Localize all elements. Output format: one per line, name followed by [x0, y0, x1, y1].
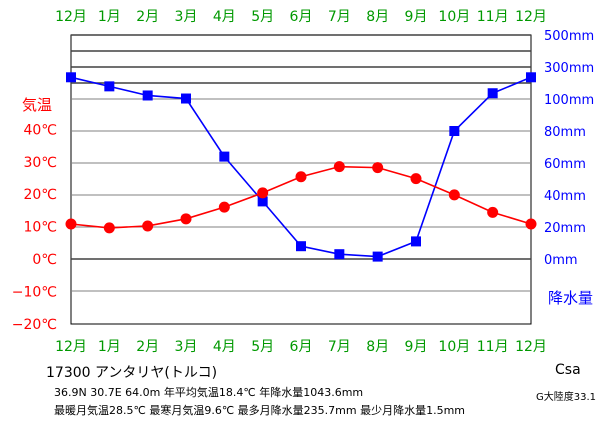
month-label-top: 12月 [515, 9, 547, 25]
continentality-index: G大陸度33.1 [536, 392, 597, 403]
month-label-bottom: 5月 [251, 339, 274, 355]
station-summary-line2: 最暖月気温28.5℃ 最寒月気温9.6℃ 最多月降水量235.7mm 最少月降水… [54, 404, 466, 417]
precipitation-tick: 20mm [544, 221, 586, 236]
month-label-bottom: 12月 [515, 339, 547, 355]
precipitation-point [66, 72, 76, 83]
station-name: 17300 アンタリヤ(トルコ) [46, 365, 218, 381]
temperature-point [448, 189, 460, 201]
month-label-bottom: 12月 [55, 339, 87, 355]
precipitation-point [526, 72, 536, 83]
precipitation-tick: 0mm [544, 253, 578, 268]
month-label-top: 9月 [405, 9, 428, 25]
precipitation-point [257, 196, 268, 207]
temperature-tick: 40℃ [23, 122, 57, 138]
temperature-point [372, 162, 384, 174]
temperature-point [487, 206, 499, 218]
precipitation-point [104, 81, 115, 92]
temperature-point [65, 218, 77, 230]
month-label-bottom: 1月 [98, 339, 121, 355]
precipitation-point [372, 251, 383, 262]
month-label-bottom: 8月 [366, 339, 389, 355]
precipitation-point [181, 93, 191, 104]
temperature-point [525, 218, 537, 230]
precipitation-point [411, 236, 421, 247]
precipitation-point [142, 90, 153, 101]
month-label-bottom: 9月 [405, 339, 428, 355]
precipitation-point [449, 126, 460, 136]
temperature-tick: −20℃ [12, 317, 57, 333]
precipitation-tick: 40mm [544, 189, 586, 204]
precipitation-point [334, 249, 345, 260]
precipitation-point [296, 241, 306, 252]
temperature-tick-labels: 40℃ 30℃ 20℃ 10℃ 0℃ −10℃ −20℃ [12, 122, 57, 332]
temperature-point [218, 201, 230, 213]
temperature-tick: 20℃ [23, 187, 57, 203]
month-label-bottom: 2月 [136, 339, 159, 355]
month-label-top: 1月 [98, 9, 121, 25]
bottom-month-labels: 12月 1月 2月 3月 4月 5月 6月 7月 8月 9月 10月 11月 12月 [55, 339, 547, 355]
month-label-top: 3月 [175, 9, 198, 25]
month-label-bottom: 3月 [175, 339, 198, 355]
month-label-top: 2月 [136, 9, 159, 25]
precipitation-tick: 60mm [544, 157, 586, 172]
temperature-tick: −10℃ [12, 284, 57, 300]
precipitation-tick: 100mm [544, 93, 594, 108]
month-label-top: 11月 [477, 9, 509, 25]
series-layer [65, 72, 537, 262]
month-label-bottom: 7月 [328, 339, 351, 355]
temperature-point [142, 220, 154, 232]
month-label-bottom: 4月 [213, 339, 236, 355]
top-month-labels: 12月 1月 2月 3月 4月 5月 6月 7月 8月 9月 10月 11月 12月 [55, 9, 547, 25]
temperature-point [180, 213, 192, 225]
temperature-point [257, 187, 269, 199]
month-label-bottom: 6月 [290, 339, 313, 355]
month-label-top: 7月 [328, 9, 351, 25]
koppen-class: Csa [555, 362, 581, 378]
temperature-point [333, 161, 345, 173]
temperature-tick: 10℃ [23, 220, 57, 236]
month-label-top: 4月 [213, 9, 236, 25]
month-label-top: 12月 [55, 9, 87, 25]
temperature-point [410, 173, 422, 185]
month-label-bottom: 10月 [438, 339, 470, 355]
temperature-point [103, 222, 115, 234]
precipitation-line [70, 76, 532, 258]
month-label-top: 8月 [366, 9, 389, 25]
precipitation-tick: 80mm [544, 125, 586, 140]
precipitation-point [219, 151, 230, 162]
temperature-point [295, 171, 307, 183]
precipitation-tick-labels: 500mm 300mm 100mm 80mm 60mm 40mm 20mm 0mm [544, 29, 594, 268]
temperature-tick: 0℃ [32, 252, 57, 268]
month-label-top: 6月 [290, 9, 313, 25]
temperature-axis-label: 気温 [22, 96, 52, 114]
precipitation-tick: 300mm [544, 61, 594, 76]
month-label-top: 10月 [438, 9, 470, 25]
month-label-bottom: 11月 [477, 339, 509, 355]
precipitation-point [487, 88, 498, 99]
month-label-top: 5月 [251, 9, 274, 25]
temperature-tick: 30℃ [23, 155, 57, 171]
precipitation-tick: 500mm [544, 29, 594, 44]
precipitation-axis-label: 降水量 [548, 289, 593, 307]
station-summary-line1: 36.9N 30.7E 64.0m 年平均気温18.4℃ 年降水量1043.6m… [54, 386, 364, 399]
